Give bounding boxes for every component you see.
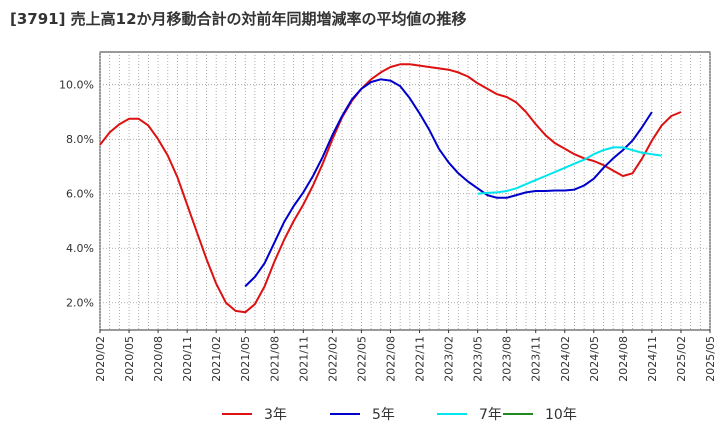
x-tick-label: 2021/11 — [297, 336, 310, 382]
y-tick-label: 4.0% — [66, 242, 94, 255]
y-tick-label: 10.0% — [59, 79, 94, 92]
legend-label: 5年 — [372, 407, 395, 423]
x-tick-label: 2025/05 — [704, 336, 717, 382]
x-tick-label: 2020/08 — [152, 336, 165, 382]
x-tick-label: 2022/08 — [384, 336, 397, 382]
x-tick-label: 2020/11 — [181, 336, 194, 382]
x-tick-label: 2023/02 — [443, 336, 456, 382]
x-tick-label: 2020/05 — [123, 336, 136, 382]
x-tick-label: 2024/02 — [559, 336, 572, 382]
x-tick-label: 2023/11 — [530, 336, 543, 382]
series-line-5年 — [244, 78, 653, 288]
series-line-3年 — [99, 63, 682, 314]
x-tick-label: 2022/11 — [414, 336, 427, 382]
x-tick-label: 2023/08 — [501, 336, 514, 382]
x-tick-label: 2024/11 — [646, 336, 659, 382]
legend-label: 10年 — [545, 407, 577, 423]
series-line-7年 — [477, 146, 662, 195]
x-tick-label: 2025/02 — [675, 336, 688, 382]
x-tick-label: 2024/08 — [617, 336, 630, 382]
x-tick-label: 2020/02 — [94, 336, 107, 382]
y-tick-label: 2.0% — [66, 297, 94, 310]
legend-label: 7年 — [479, 407, 502, 423]
chart-title: [3791] 売上高12か月移動合計の対前年同期増減率の平均値の推移 — [10, 10, 467, 28]
x-tick-label: 2022/05 — [355, 336, 368, 382]
y-tick-label: 8.0% — [66, 133, 94, 146]
x-tick-label: 2022/02 — [326, 336, 339, 382]
x-tick-label: 2023/05 — [472, 336, 485, 382]
x-tick-label: 2021/08 — [268, 336, 281, 382]
x-tick-label: 2021/02 — [210, 336, 223, 382]
y-tick-label: 6.0% — [66, 188, 94, 201]
legend-label: 3年 — [264, 407, 287, 423]
x-tick-label: 2024/05 — [588, 336, 601, 382]
x-tick-label: 2021/05 — [239, 336, 252, 382]
